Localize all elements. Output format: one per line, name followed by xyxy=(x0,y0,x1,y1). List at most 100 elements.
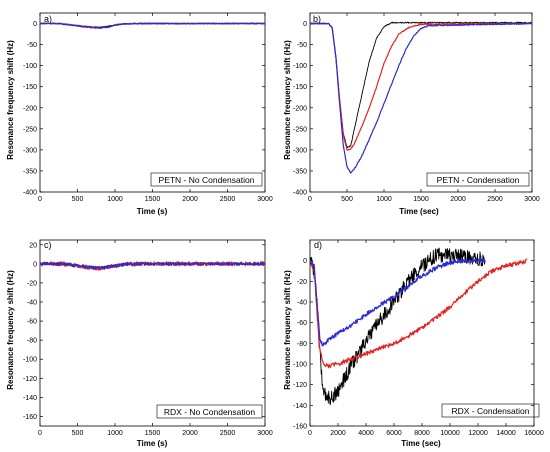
panel-c-xlabel: Time (s) xyxy=(137,439,168,448)
panel-a-label: a) xyxy=(44,14,52,24)
panel-d-series-black xyxy=(310,247,486,405)
panel-c-y-tick-label: -40 xyxy=(27,300,37,307)
panel-d-x-tick-label: 16000 xyxy=(524,430,544,437)
panel-b-y-tick-label: -100 xyxy=(293,63,307,70)
panel-d-y-tick-label: -160 xyxy=(293,424,307,431)
panel-d-x-tick-label: 6000 xyxy=(386,430,402,437)
panel-a-annotation-box: PETN - No Condensation xyxy=(150,172,263,187)
panel-a-x-tick-label: 1500 xyxy=(145,196,161,203)
panel-a-y-tick-label: -150 xyxy=(23,84,37,91)
panel-c-y-tick-label: -60 xyxy=(27,319,37,326)
panel-b-annotation: PETN - Condensation xyxy=(437,175,520,185)
panel-b-y-tick-label: -400 xyxy=(293,190,307,197)
panel-c-y-tick-label: 20 xyxy=(29,242,37,249)
panel-d-annotation: RDX - Condensation xyxy=(452,406,530,416)
panel-a-series-blue xyxy=(40,22,265,29)
panel-a-y-tick-label: -350 xyxy=(23,168,37,175)
panel-d-x-tick-label: 12000 xyxy=(468,430,488,437)
panel-a-y-tick-label: -400 xyxy=(23,190,37,197)
panel-a-x-tick-label: 3000 xyxy=(257,196,273,203)
panel-a-series-group xyxy=(40,22,265,29)
panel-a-y-tick-label: -100 xyxy=(23,63,37,70)
panel-c-y-tick-label: -160 xyxy=(23,414,37,421)
panel-b-x-tick-label: 0 xyxy=(308,196,312,203)
panel-b-xlabel: Time (sec) xyxy=(399,207,439,216)
panel-d-x-tick-label: 8000 xyxy=(414,430,430,437)
panel-a-x-tick-label: 500 xyxy=(72,196,84,203)
panel-d-y-tick-label: -140 xyxy=(293,403,307,410)
panel-a-xlabel: Time (s) xyxy=(137,207,168,216)
panel-d-y-tick-label: 0 xyxy=(303,258,307,265)
panel-b: Resonance frequency shift (Hz) Time (sec… xyxy=(283,12,540,216)
panel-b-x-tick-label: 500 xyxy=(341,196,353,203)
panel-a-x-tick-label: 2500 xyxy=(220,196,236,203)
panel-d-x-tick-label: 0 xyxy=(308,430,312,437)
panel-a-x-tick-label: 0 xyxy=(38,196,42,203)
panel-b-plot-frame xyxy=(309,12,533,193)
panel-c-y-tick-label: -140 xyxy=(23,395,37,402)
panel-d-y-tick-label: -120 xyxy=(293,382,307,389)
panel-d-annotation-box: RDX - Condensation xyxy=(441,403,540,418)
panel-c-x-tick-label: 3000 xyxy=(257,430,273,437)
panel-b-series-blue xyxy=(310,22,532,174)
panel-d-y-tick-label: -40 xyxy=(297,300,307,307)
panel-d-xlabel: Time (sec) xyxy=(401,439,441,448)
panel-c-x-tick-label: 500 xyxy=(72,430,84,437)
panel-b-x-tick-label: 2000 xyxy=(450,196,466,203)
panel-c-annotation-box: RDX - No Condensation xyxy=(156,404,263,419)
panel-b-annotation-box: PETN - Condensation xyxy=(426,172,530,187)
panel-d-series-red xyxy=(310,258,528,369)
panel-c-series-group xyxy=(40,261,265,271)
panel-a-x-tick-label: 2000 xyxy=(182,196,198,203)
panel-b-ylabel: Resonance frequency shift (Hz) xyxy=(283,40,292,160)
panel-d-label: d) xyxy=(314,240,322,250)
panel-b-series-black xyxy=(310,21,532,148)
panel-a-plot-frame xyxy=(39,12,266,193)
panel-c-y-tick-label: 0 xyxy=(33,261,37,268)
panel-c-plot-frame xyxy=(39,239,266,427)
panel-b-label: b) xyxy=(313,14,321,24)
panel-d-x-tick-label: 4000 xyxy=(358,430,374,437)
panel-a-y-tick-label: -300 xyxy=(23,147,37,154)
panel-a-y-tick-label: -200 xyxy=(23,105,37,112)
panel-c-ylabel: Resonance frequency shift (Hz) xyxy=(6,270,15,390)
panel-d-series-group xyxy=(310,247,528,405)
panel-a: Resonance frequency shift (Hz) Time (s) … xyxy=(6,12,273,216)
panel-b-y-tick-label: -350 xyxy=(293,168,307,175)
panel-b-x-tick-label: 3000 xyxy=(524,196,540,203)
panel-b-y-tick-label: -150 xyxy=(293,84,307,91)
panel-d-y-tick-label: -20 xyxy=(297,279,307,286)
panel-b-y-tick-label: -250 xyxy=(293,126,307,133)
panel-d-y-tick-label: -100 xyxy=(293,362,307,369)
panel-a-y-tick-label: 0 xyxy=(33,21,37,28)
panel-a-y-tick-label: -250 xyxy=(23,126,37,133)
panel-d-x-tick-label: 10000 xyxy=(440,430,460,437)
panel-b-y-tick-label: -300 xyxy=(293,147,307,154)
panel-c-y-tick-label: -20 xyxy=(27,280,37,287)
panel-d-x-tick-label: 14000 xyxy=(496,430,516,437)
panel-c-x-tick-label: 1000 xyxy=(107,430,123,437)
panel-c-y-tick-label: -80 xyxy=(27,338,37,345)
panel-b-series-group xyxy=(310,21,532,174)
panel-b-x-tick-label: 2500 xyxy=(487,196,503,203)
panel-c-label: c) xyxy=(44,240,52,250)
panel-d: Resonance frequency shift (Hz) Time (sec… xyxy=(283,239,544,448)
panel-c-annotation: RDX - No Condensation xyxy=(164,407,255,417)
panel-c-series-blue xyxy=(40,261,265,270)
panel-a-x-tick-label: 1000 xyxy=(107,196,123,203)
panel-b-x-tick-label: 1000 xyxy=(376,196,392,203)
panel-a-ylabel: Resonance frequency shift (Hz) xyxy=(6,40,15,160)
panel-d-ylabel: Resonance frequency shift (Hz) xyxy=(283,270,292,390)
panel-d-x-tick-label: 2000 xyxy=(330,430,346,437)
panel-c-y-tick-label: -100 xyxy=(23,357,37,364)
panel-d-y-tick-label: -80 xyxy=(297,341,307,348)
panel-c-x-tick-label: 2000 xyxy=(182,430,198,437)
panel-c: Resonance frequency shift (Hz) Time (s) … xyxy=(6,239,273,448)
panel-b-y-tick-label: -200 xyxy=(293,105,307,112)
panel-d-series-blue xyxy=(310,258,486,347)
panel-b-y-tick-label: 0 xyxy=(303,21,307,28)
panel-c-x-tick-label: 1500 xyxy=(145,430,161,437)
panel-c-y-tick-label: -120 xyxy=(23,376,37,383)
panel-b-y-tick-label: -50 xyxy=(297,42,307,49)
